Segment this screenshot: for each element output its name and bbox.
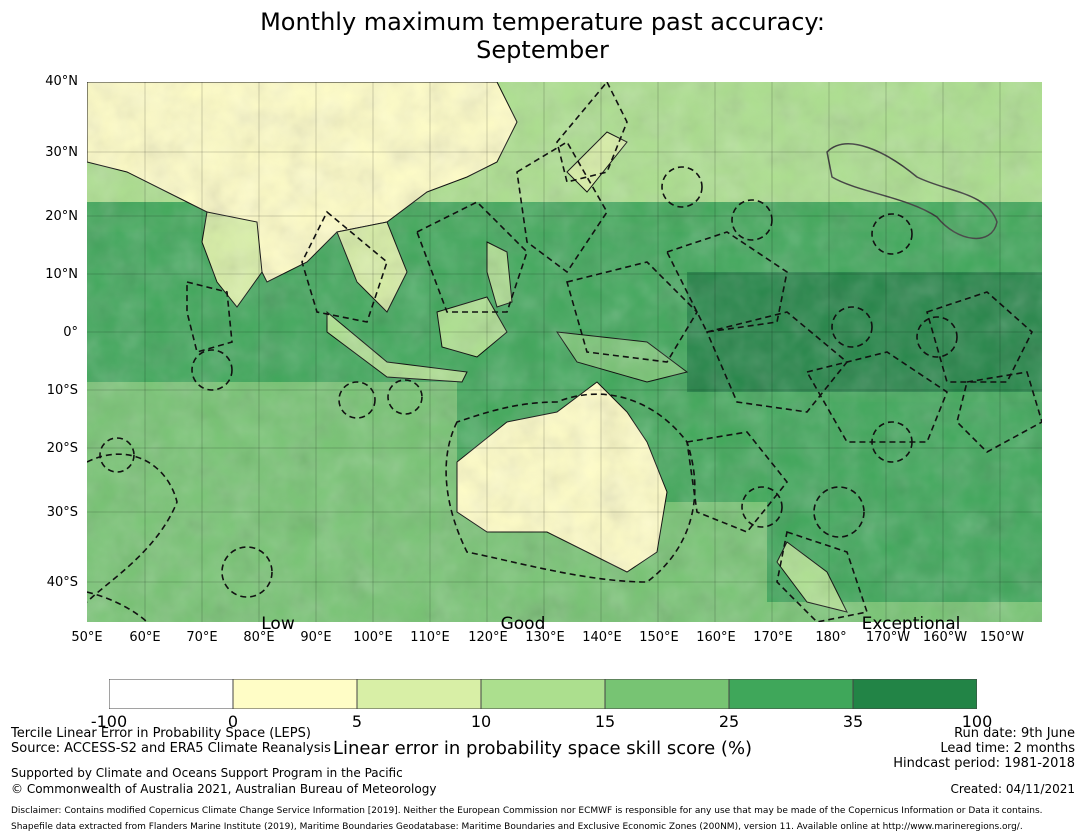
category-low: Low: [261, 614, 295, 634]
lon-label: 140°E: [582, 630, 622, 645]
lon-label: 100°E: [353, 630, 393, 645]
category-good: Good: [500, 614, 546, 634]
lon-label: 170°E: [753, 630, 793, 645]
lon-label: 70°E: [186, 630, 218, 645]
hindcast-period: Hindcast period: 1981-2018: [893, 756, 1075, 771]
lat-label: 40°S: [46, 575, 78, 590]
lead-time: Lead time: 2 months: [940, 741, 1075, 756]
colorbar-tick: 5: [351, 712, 363, 731]
lat-label: 20°S: [46, 441, 78, 456]
lon-label: 50°E: [71, 630, 103, 645]
lon-label: 170°W: [865, 630, 911, 645]
colorbar-segment: [480, 678, 606, 710]
lon-label: 60°E: [129, 630, 161, 645]
footer-support: Supported by Climate and Oceans Support …: [11, 766, 403, 780]
created-date: Created: 04/11/2021: [950, 782, 1075, 796]
colorbar: [108, 678, 978, 710]
lat-label: 10°N: [45, 267, 78, 282]
chart-title-line2: September: [476, 36, 609, 64]
colorbar-tick: 10: [470, 712, 492, 731]
lon-label: 160°W: [922, 630, 968, 645]
lon-label: 130°E: [525, 630, 565, 645]
lat-label: 20°N: [45, 209, 78, 224]
eez-boundaries: [87, 82, 1042, 622]
lon-label: 180°: [815, 630, 847, 645]
colorbar-segment: [604, 678, 730, 710]
lon-label: 150°E: [639, 630, 679, 645]
colorbar-segment: [356, 678, 482, 710]
colorbar-tick: 35: [842, 712, 864, 731]
footer-copyright: © Commonwealth of Australia 2021, Austra…: [11, 782, 437, 796]
footer-method: Tercile Linear Error in Probability Spac…: [11, 726, 311, 741]
lat-label: 10°S: [46, 383, 78, 398]
colorbar-segment: [728, 678, 854, 710]
lat-label: 40°N: [45, 74, 78, 89]
skill-map: [87, 82, 1042, 622]
colorbar-segment: [852, 678, 978, 710]
lat-label: 30°S: [46, 505, 78, 520]
colorbar-tick: 15: [594, 712, 616, 731]
lon-label: 110°E: [410, 630, 450, 645]
lon-label: 80°E: [243, 630, 275, 645]
category-exceptional: Exceptional: [861, 614, 961, 634]
colorbar-tick: 100: [961, 712, 993, 731]
colorbar-segment: [108, 678, 234, 710]
lat-label: 30°N: [45, 145, 78, 160]
lon-label: 120°E: [468, 630, 508, 645]
disclaimer: Disclaimer: Contains modified Copernicus…: [11, 806, 1043, 816]
colorbar-tick: 0: [227, 712, 239, 731]
lon-label: 160°E: [696, 630, 736, 645]
colorbar-segment: [232, 678, 358, 710]
footer-source: Source: ACCESS-S2 and ERA5 Climate Reana…: [11, 741, 331, 756]
lon-label: 150°W: [979, 630, 1025, 645]
chart-title-line1: Monthly maximum temperature past accurac…: [260, 8, 825, 36]
shapefile-credit: Shapefile data extracted from Flanders M…: [11, 822, 1023, 832]
lon-label: 90°E: [300, 630, 332, 645]
lat-label: 0°: [63, 325, 78, 340]
colorbar-tick: -100: [90, 712, 128, 731]
run-date: Run date: 9th June: [954, 726, 1075, 741]
colorbar-label: Linear error in probability space skill …: [332, 738, 753, 759]
colorbar-tick: 25: [718, 712, 740, 731]
